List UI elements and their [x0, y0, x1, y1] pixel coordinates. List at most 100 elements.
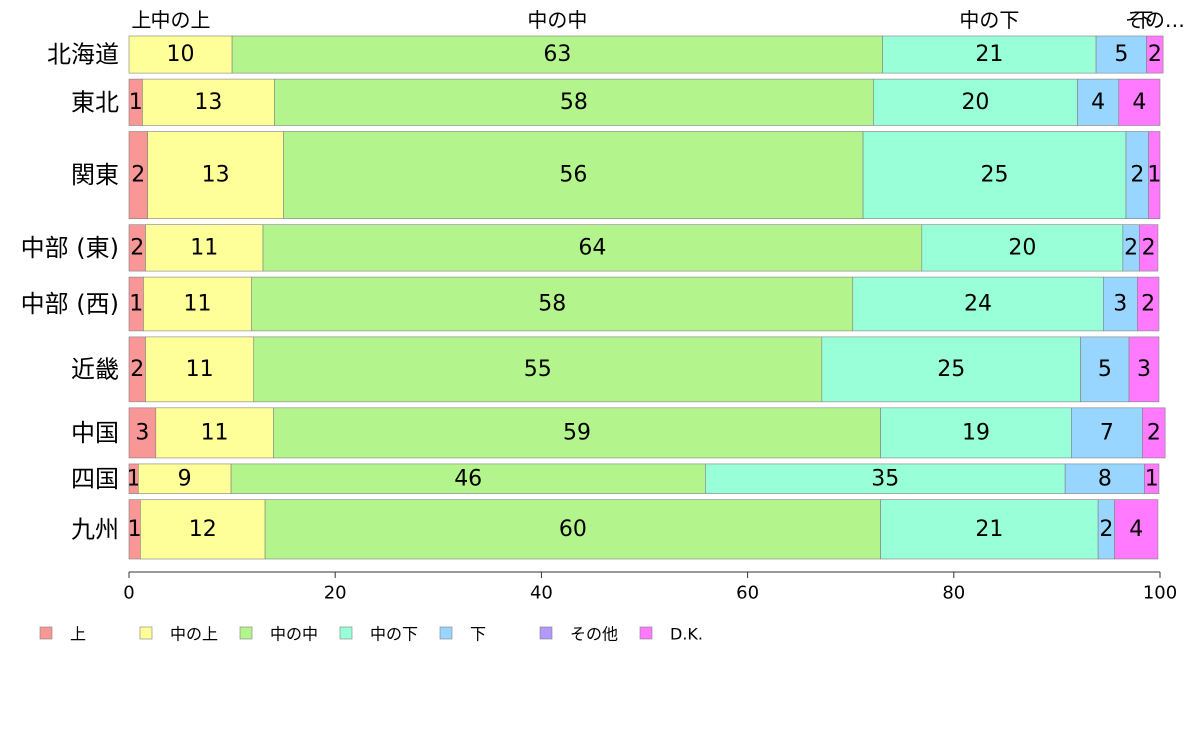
bar-segment: [873, 78, 1078, 126]
data-label: 63: [543, 42, 571, 67]
x-tick-label: 100: [1143, 583, 1177, 604]
data-label: 13: [202, 163, 230, 188]
data-label: 25: [981, 163, 1009, 188]
category-label: 四国: [71, 465, 119, 493]
legend-swatch: [239, 626, 253, 640]
data-label: 25: [937, 357, 965, 382]
data-label: 13: [194, 90, 222, 115]
legend-swatch: [439, 626, 453, 640]
bar-segment: [1144, 463, 1160, 494]
data-label: 56: [559, 163, 587, 188]
data-label: 2: [1130, 163, 1144, 188]
legend-swatch: [639, 626, 653, 640]
bar-segment: [251, 276, 854, 332]
bar-segment: [128, 407, 157, 459]
bar-segment: [852, 276, 1104, 332]
bar-segment: [143, 276, 252, 332]
category-label: 中国: [71, 419, 119, 447]
data-label: 1: [1147, 163, 1161, 188]
bar-segment: [264, 499, 881, 560]
bar-segment: [145, 224, 264, 272]
bar-segment: [147, 131, 284, 220]
legend-label: 中の下: [370, 625, 418, 644]
top-segment-label: 中の下: [959, 8, 1019, 32]
bar-segment: [1077, 78, 1120, 126]
data-label: 5: [1114, 42, 1128, 67]
data-label: 1: [128, 517, 142, 542]
data-label: 46: [454, 466, 482, 491]
category-label: 九州: [71, 515, 119, 543]
data-label: 20: [961, 90, 989, 115]
data-label: 3: [135, 420, 149, 445]
data-label: 24: [964, 291, 992, 316]
legend-label: 下: [470, 625, 486, 644]
bar-segment: [1071, 407, 1143, 459]
data-label: 2: [1141, 291, 1155, 316]
bar-segment: [274, 78, 874, 126]
bar-segment: [882, 35, 1097, 74]
bar-segment: [1139, 224, 1159, 272]
data-label: 58: [538, 291, 566, 316]
top-segment-label: 下: [1134, 8, 1154, 32]
data-label: 12: [189, 517, 217, 542]
data-label: 3: [1113, 291, 1127, 316]
category-label: 中部 (東): [21, 234, 119, 262]
data-label: 2: [130, 357, 144, 382]
data-label: 2: [130, 235, 144, 260]
category-label: 関東: [71, 161, 119, 189]
bar-segment: [262, 224, 923, 272]
legend-swatch: [39, 626, 53, 640]
bar-segment: [1142, 407, 1166, 459]
data-label: 2: [1124, 235, 1138, 260]
data-label: 35: [871, 466, 899, 491]
top-segment-label: 中の中: [527, 8, 587, 32]
bar-segment: [880, 499, 1099, 560]
data-label: 11: [184, 291, 212, 316]
legend-label: D.K.: [670, 625, 703, 644]
data-label: 3: [1137, 357, 1151, 382]
bar-segment: [142, 78, 275, 126]
bar-segment: [921, 224, 1124, 272]
bar-segment: [283, 131, 864, 220]
data-label: 1: [129, 90, 143, 115]
data-label: 5: [1098, 357, 1112, 382]
x-tick-label: 60: [736, 583, 759, 604]
category-label: 近畿: [71, 355, 119, 383]
data-label: 21: [975, 42, 1003, 67]
data-label: 11: [201, 420, 229, 445]
bar-segment: [880, 407, 1072, 459]
top-segment-label: その…: [1125, 8, 1185, 32]
data-label: 1: [1145, 466, 1159, 491]
data-label: 10: [167, 42, 195, 67]
data-label: 1: [129, 291, 143, 316]
bar-segment: [1137, 276, 1160, 332]
bar-segment: [145, 336, 255, 403]
bar-segment: [1148, 131, 1161, 220]
bar-segment: [1128, 336, 1160, 403]
x-tick-label: 0: [123, 583, 134, 604]
data-label: 11: [190, 235, 218, 260]
data-label: 20: [1008, 235, 1036, 260]
data-label: 21: [975, 517, 1003, 542]
legend-swatch: [539, 626, 553, 640]
bar-segment: [705, 463, 1066, 494]
category-label: 中部 (西): [21, 290, 119, 318]
data-label: 2: [1148, 42, 1162, 67]
legend-label: 中の上: [170, 625, 218, 644]
data-label: 4: [1132, 90, 1146, 115]
data-label: 55: [524, 357, 552, 382]
legend-label: 上: [70, 625, 86, 644]
data-label: 64: [578, 235, 606, 260]
bar-segment: [230, 463, 706, 494]
data-label: 59: [563, 420, 591, 445]
top-segment-label: 上: [131, 8, 151, 32]
data-label: 7: [1100, 420, 1114, 445]
bar-segment: [1095, 35, 1147, 74]
legend-swatch: [339, 626, 353, 640]
data-label: 19: [962, 420, 990, 445]
bar-segment: [253, 336, 823, 403]
bar-segment: [1146, 35, 1164, 74]
x-tick-label: 80: [942, 583, 965, 604]
data-label: 60: [559, 517, 587, 542]
